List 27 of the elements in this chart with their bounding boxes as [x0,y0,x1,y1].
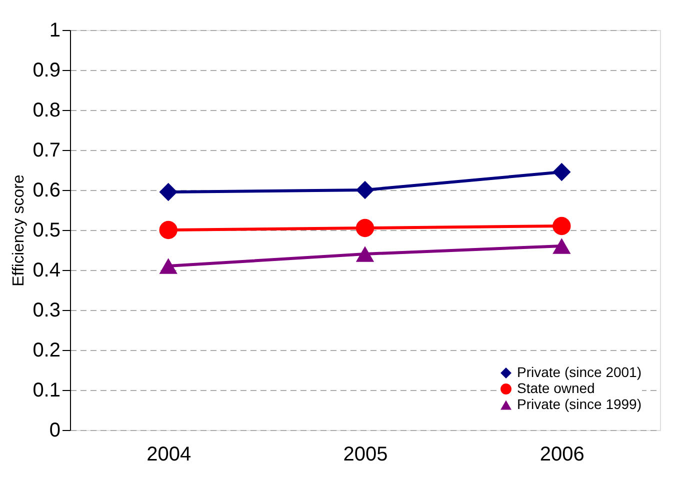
point [356,180,374,200]
y-tick-label: 0.9 [32,60,60,82]
legend-label: Private (since 2001) [517,364,642,380]
point [159,220,178,240]
x-tick-label: 2005 [343,444,388,466]
y-tick-label: 0.3 [32,300,60,322]
legend-label: State owned [517,380,595,396]
y-axis-title: Efficiency score [10,174,28,286]
point [159,182,178,202]
y-tick-label: 0.1 [32,380,60,402]
point [552,162,571,182]
point [552,216,571,236]
x-tick-label: 2006 [540,444,584,466]
y-tick-label: 0.6 [32,180,60,202]
point [159,258,178,274]
y-tick-label: 1 [49,20,60,42]
legend-label: Private (since 1999) [517,396,642,412]
point [356,218,374,238]
y-tick-label: 0.7 [32,140,60,162]
y-tick-label: 0.8 [32,100,60,122]
y-tick-label: 0.2 [32,340,60,362]
y-tick-label: 0.5 [32,220,60,242]
point [356,246,374,262]
point [552,238,571,254]
x-tick-label: 2004 [146,444,192,466]
y-tick-label: 0.4 [32,260,60,282]
y-tick-label: 0 [49,420,60,442]
